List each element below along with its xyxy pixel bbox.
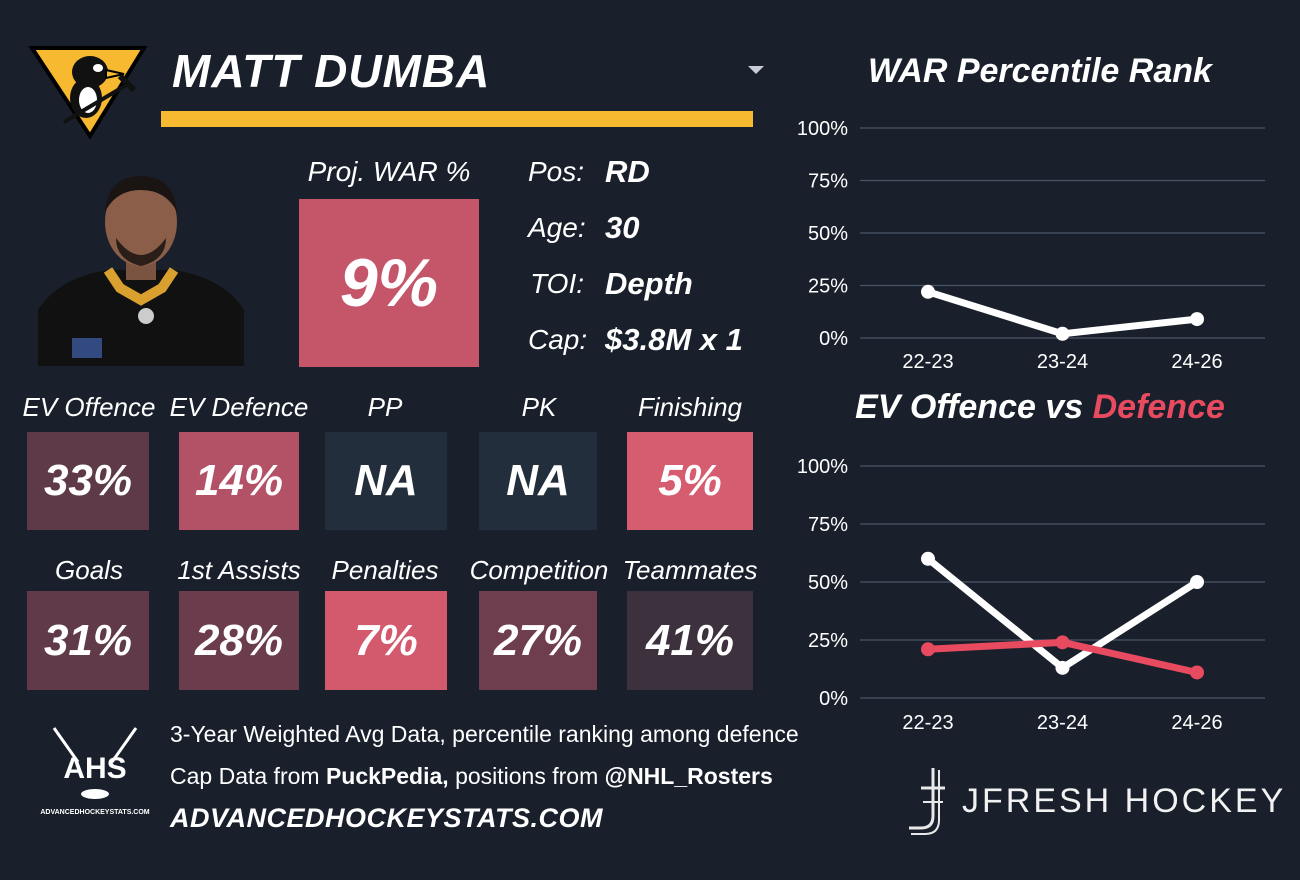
- series-point-1: [921, 284, 935, 299]
- stat-label-goals: Goals: [55, 555, 123, 585]
- series-point-1: [1055, 660, 1070, 675]
- footer-url[interactable]: ADVANCEDHOCKEYSTATS.COM: [170, 803, 604, 833]
- toi-label: TOI:: [530, 268, 584, 299]
- series-point-1: [1190, 575, 1204, 589]
- player-name: MATT DUMBA: [172, 45, 491, 97]
- pos-value: RD: [605, 154, 650, 189]
- y-tick-label: 0%: [819, 328, 848, 350]
- jfresh-hockey-text: JFRESH HOCKEY: [962, 782, 1287, 820]
- stat-tile-ev-defence: 14%: [179, 432, 299, 530]
- y-tick-label: 50%: [808, 572, 848, 594]
- y-tick-label: 75%: [808, 514, 848, 536]
- ahs-logo-text: AHS: [63, 752, 126, 785]
- stat-label-1st-assists: 1st Assists: [177, 555, 301, 585]
- pos-label: Pos:: [528, 156, 585, 187]
- chart-1-title: WAR Percentile Rank: [868, 52, 1212, 90]
- y-tick-label: 50%: [808, 223, 848, 245]
- proj-war-label: Proj. WAR %: [307, 156, 471, 187]
- stat-value: 5%: [658, 456, 722, 505]
- ahs-logo: AHS ADVANCEDHOCKEYSTATS.COM: [40, 727, 150, 816]
- footer-line-1: 3-Year Weighted Avg Data, percentile ran…: [170, 721, 799, 747]
- stat-value: 28%: [194, 615, 284, 665]
- stat-tile-pk: NA: [479, 432, 597, 530]
- jfresh-hockey-stick-logo: [909, 768, 945, 835]
- chart-grid: [860, 127, 1265, 339]
- series-point-1: [1190, 312, 1204, 327]
- proj-war-tile: 9%: [299, 199, 479, 367]
- stat-tile-goals: 31%: [27, 591, 149, 690]
- chevron-down-icon[interactable]: [748, 66, 764, 74]
- y-tick-label: 0%: [819, 688, 848, 710]
- ahs-logo-small-text: ADVANCEDHOCKEYSTATS.COM: [40, 809, 149, 816]
- stat-label-pk: PK: [521, 392, 557, 422]
- stat-tile-pp: NA: [325, 432, 447, 530]
- x-tick-label: 24-26: [1171, 712, 1222, 734]
- series-line-1: [924, 555, 1201, 672]
- age-label: Age:: [528, 212, 586, 243]
- puckpedia-link[interactable]: PuckPedia,: [325, 763, 449, 789]
- cap-value: $3.8M x 1: [605, 322, 743, 357]
- chart-ev-offence-vs-defence: 0% 25% 50% 75% 100% 22-23 23-24 24-26: [797, 456, 1265, 734]
- toi-value: Depth: [605, 266, 693, 301]
- series-point-2: [921, 642, 935, 657]
- stat-tile-competition: 27%: [479, 591, 597, 690]
- stat-value: NA: [354, 456, 418, 505]
- stat-value: 14%: [194, 456, 284, 505]
- y-tick-label: 75%: [808, 171, 848, 193]
- cap-label: Cap:: [528, 324, 588, 355]
- nhl-rosters-link[interactable]: @NHL_Rosters: [604, 763, 773, 789]
- footer-line-2: Cap Data from PuckPedia, positions from …: [170, 763, 773, 790]
- stat-value: 31%: [43, 615, 133, 665]
- chart-2-title: EV Offence vs Defence: [790, 388, 1290, 427]
- stat-value: 33%: [43, 456, 133, 505]
- y-tick-label: 100%: [797, 456, 848, 478]
- age-value: 30: [605, 210, 640, 245]
- stat-tile-finishing: 5%: [627, 432, 753, 530]
- series-point-2: [1190, 665, 1204, 680]
- footer-line-2-prefix: Cap Data from: [170, 763, 326, 789]
- stat-label-finishing: Finishing: [637, 392, 743, 422]
- y-tick-label: 25%: [808, 630, 848, 652]
- x-tick-label: 22-23: [902, 351, 953, 373]
- stat-label-competition: Competition: [469, 555, 609, 585]
- team-logo: [28, 46, 148, 140]
- stat-label-ev-defence: EV Defence: [169, 392, 309, 422]
- stat-tile-teammates: 41%: [627, 591, 753, 690]
- stat-label-pp: PP: [367, 392, 403, 422]
- stat-tile-penalties: 7%: [325, 591, 447, 690]
- x-tick-label: 24-26: [1171, 351, 1222, 373]
- chart-war-percentile: 0% 25% 50% 75% 100% 22-23 23-24 24-26: [797, 118, 1265, 373]
- chart-2-title-defence: Defence: [1092, 388, 1225, 426]
- x-tick-label: 23-24: [1037, 712, 1088, 734]
- footer-line-2-mid: positions from: [448, 763, 605, 789]
- stat-tile-ev-offence: 33%: [27, 432, 149, 530]
- player-headshot: [38, 160, 244, 366]
- series-point-1: [1055, 326, 1070, 341]
- stat-tile-1st-assists: 28%: [179, 591, 299, 690]
- stat-value: NA: [506, 456, 570, 505]
- stat-value: 7%: [354, 615, 418, 665]
- name-underline: [161, 111, 753, 127]
- proj-war-value: 9%: [339, 245, 439, 321]
- stat-value: 27%: [493, 615, 583, 665]
- series-point-1: [921, 551, 935, 566]
- x-tick-label: 22-23: [902, 712, 953, 734]
- stat-label-teammates: Teammates: [622, 555, 758, 585]
- x-tick-label: 23-24: [1037, 351, 1088, 373]
- stat-label-penalties: Penalties: [331, 555, 439, 585]
- stat-value: 41%: [645, 615, 735, 665]
- y-tick-label: 100%: [797, 118, 848, 140]
- y-tick-label: 25%: [808, 276, 848, 298]
- stat-label-ev-offence: EV Offence: [22, 392, 156, 422]
- series-point-2: [1055, 635, 1070, 650]
- chart-2-title-offence: EV Offence vs: [855, 388, 1093, 426]
